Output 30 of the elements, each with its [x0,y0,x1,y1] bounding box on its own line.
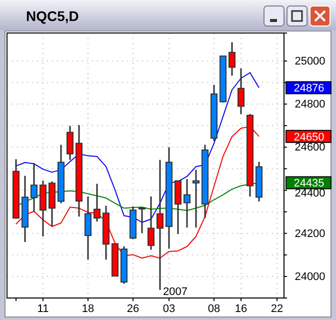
y-tick-label: 24800 [294,98,326,111]
x-tick-label: 08 [208,302,220,315]
x-tick-label: 11 [37,302,49,315]
y-tick-label: 24400 [294,188,326,200]
candlestick [192,169,200,228]
text: 24435 [294,178,324,190]
x-tick-label: 26 [126,302,140,315]
candlestick [228,42,236,76]
candlestick [184,178,190,228]
candlestick [30,162,38,212]
y-tick-label: 24600 [294,141,326,154]
x-tick-label: 22 [270,302,284,315]
candlestick [148,196,154,250]
x-tick-label: 18 [82,302,94,315]
text: 24876 [294,82,324,95]
candlestick [66,125,74,161]
x-tick-label: 03 [162,302,176,315]
y-tick-label: 24200 [294,228,326,240]
annotation: 2007 [163,286,188,298]
y-tick-label: 24000 [294,270,326,283]
candlestick [138,206,146,234]
y-tick-label: 25000 [294,56,326,68]
candlestick [238,68,244,115]
line-series [16,72,260,223]
candlestick [94,183,100,222]
x-tick-label: 16 [234,302,248,315]
text: 24650 [294,131,324,144]
candlestick [84,196,92,260]
candlestick [174,180,182,235]
chart-title: NQC5,D [26,8,79,24]
